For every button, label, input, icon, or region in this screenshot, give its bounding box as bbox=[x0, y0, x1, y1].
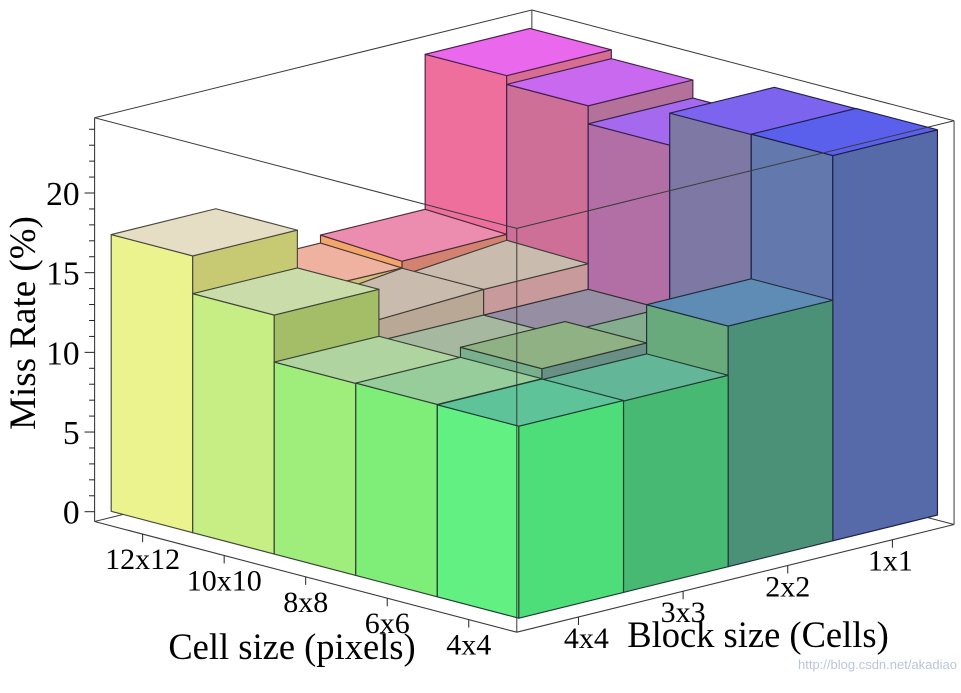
svg-text:2x2: 2x2 bbox=[765, 571, 810, 604]
svg-text:Block size (Cells): Block size (Cells) bbox=[627, 614, 889, 655]
svg-text:1x1: 1x1 bbox=[868, 545, 913, 578]
svg-text:0: 0 bbox=[63, 495, 80, 532]
svg-text:10x10: 10x10 bbox=[187, 565, 262, 598]
svg-text:http://blog.csdn.net/akadiao: http://blog.csdn.net/akadiao bbox=[798, 657, 957, 672]
svg-text:4x4: 4x4 bbox=[564, 622, 609, 655]
svg-text:Cell size (pixels): Cell size (pixels) bbox=[168, 626, 415, 667]
svg-text:3x3: 3x3 bbox=[661, 596, 706, 629]
svg-text:5: 5 bbox=[63, 415, 80, 452]
svg-text:12x12: 12x12 bbox=[105, 543, 180, 576]
svg-text:8x8: 8x8 bbox=[283, 586, 328, 619]
svg-text:10: 10 bbox=[46, 335, 80, 372]
svg-text:6x6: 6x6 bbox=[365, 607, 410, 640]
svg-text:Miss Rate (%): Miss Rate (%) bbox=[3, 216, 44, 430]
svg-text:4x4: 4x4 bbox=[446, 629, 491, 662]
svg-text:20: 20 bbox=[46, 176, 80, 213]
svg-text:15: 15 bbox=[46, 256, 80, 293]
